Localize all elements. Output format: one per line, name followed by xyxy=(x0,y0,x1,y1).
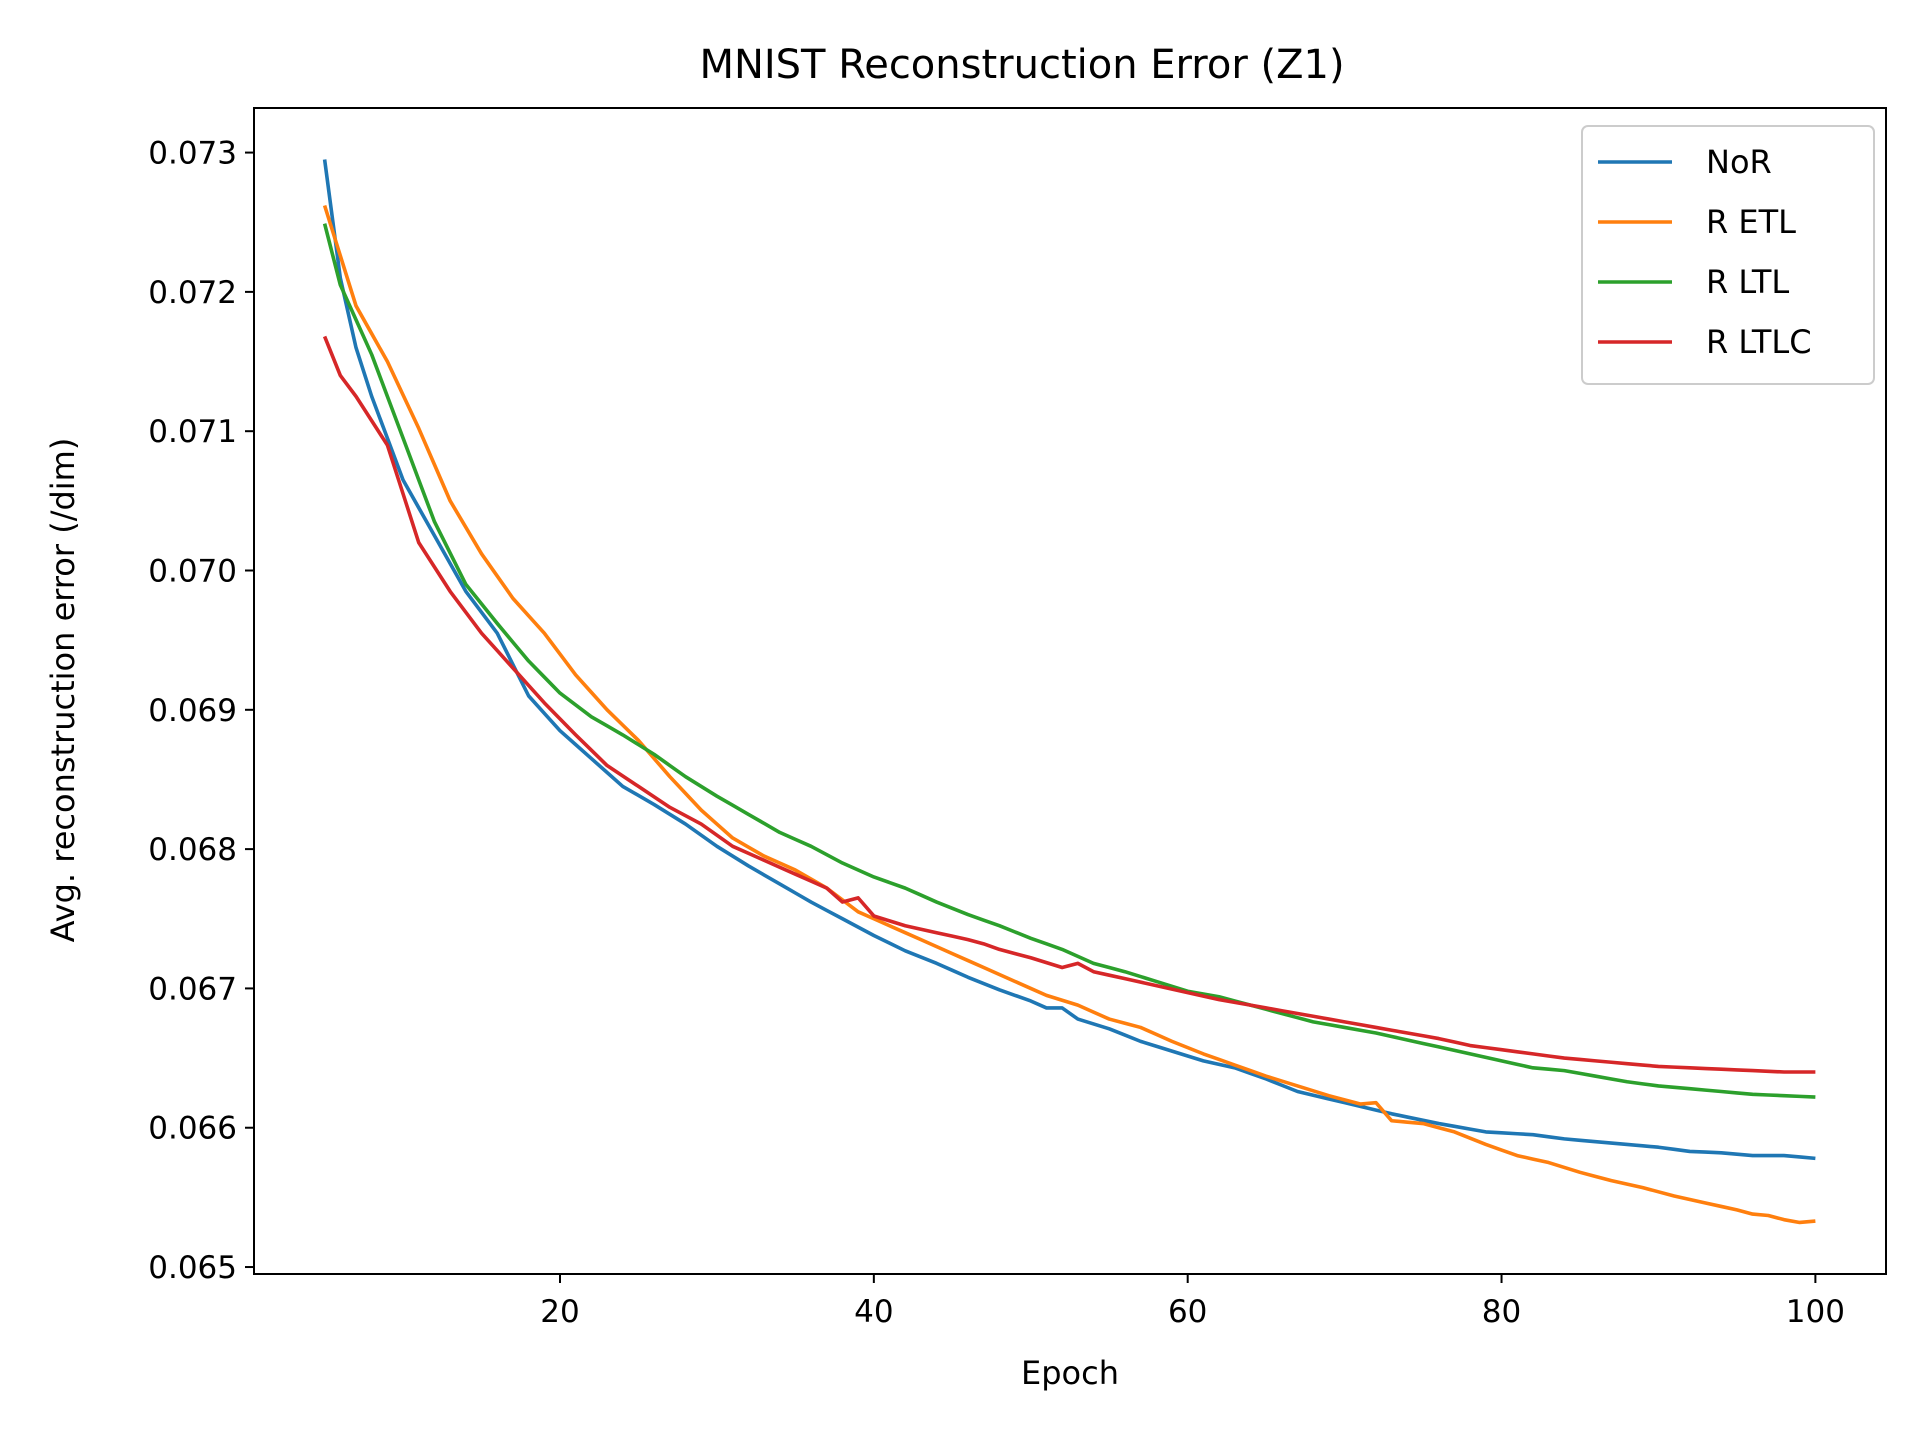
legend-label: R LTL xyxy=(1706,263,1789,301)
legend-label: R LTLC xyxy=(1706,323,1812,361)
series-line-r-ltlc xyxy=(322,335,1816,1074)
y-tick-label: 0.070 xyxy=(148,553,237,589)
y-axis: 0.065 0.066 0.067 0.068 0.069 0.070 0.071 0.072… xyxy=(148,136,254,1286)
legend: NoR R ETL R LTL R LTLC xyxy=(1581,125,1875,385)
y-axis-label: Avg. reconstruction error (/dim) xyxy=(44,438,82,943)
y-tick-label: 0.073 xyxy=(148,136,237,172)
series-line-r-etl xyxy=(322,204,1816,1225)
x-tick-label: 80 xyxy=(1482,1294,1521,1330)
legend-label: R ETL xyxy=(1706,203,1796,241)
series-line-r-ltl xyxy=(322,223,1816,1099)
x-tick-label: 20 xyxy=(540,1294,579,1330)
y-tick-label: 0.071 xyxy=(148,414,237,450)
y-tick-label: 0.068 xyxy=(148,832,237,868)
series-layer xyxy=(322,159,1816,1225)
x-axis: 20 40 60 80 100 xyxy=(540,1274,1845,1330)
x-tick-label: 60 xyxy=(1168,1294,1207,1330)
chart-title: MNIST Reconstruction Error (Z1) xyxy=(699,42,1344,88)
y-tick-label: 0.067 xyxy=(148,971,237,1007)
y-tick-label: 0.066 xyxy=(148,1111,237,1147)
plot-frame xyxy=(253,107,1887,1275)
x-tick-label: 40 xyxy=(854,1294,893,1330)
y-tick-label: 0.069 xyxy=(148,693,237,729)
series-line-nor xyxy=(322,159,1816,1161)
legend-label: NoR xyxy=(1706,143,1772,181)
y-tick-label: 0.072 xyxy=(148,275,237,311)
x-tick-label: 100 xyxy=(1786,1294,1845,1330)
y-tick-label: 0.065 xyxy=(148,1250,237,1286)
x-axis-label: Epoch xyxy=(1021,1354,1119,1392)
legend-box xyxy=(1581,125,1875,385)
